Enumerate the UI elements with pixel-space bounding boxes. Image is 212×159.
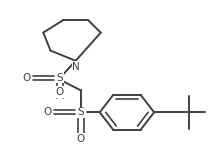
Text: O: O bbox=[56, 87, 64, 97]
Text: O: O bbox=[23, 73, 31, 83]
Text: O: O bbox=[77, 134, 85, 144]
Text: N: N bbox=[72, 62, 80, 72]
Text: S: S bbox=[78, 107, 84, 117]
Text: S: S bbox=[57, 73, 63, 83]
Text: O: O bbox=[44, 107, 52, 117]
